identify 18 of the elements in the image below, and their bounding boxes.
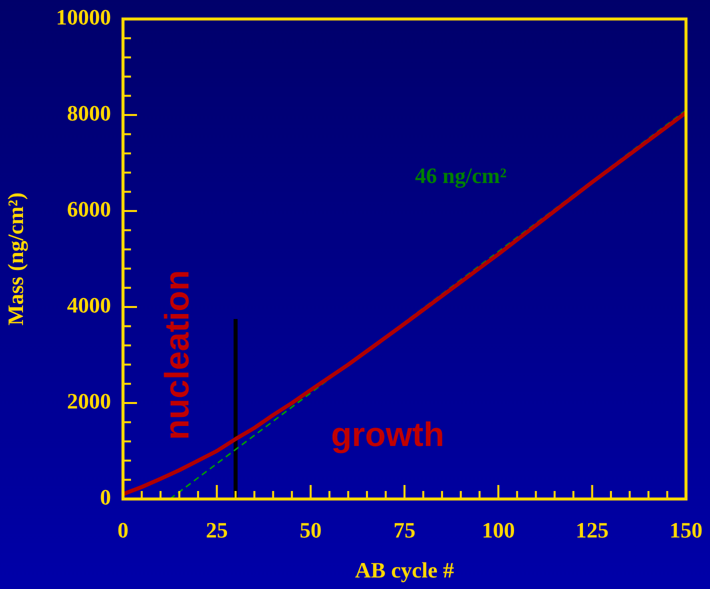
y-tick-label: 6000 [67,196,111,222]
annotation: 46 ng/cm² [415,163,507,188]
y-tick-label: 0 [100,484,111,510]
annotation: growth [330,416,444,454]
x-tick-label: 100 [482,518,515,543]
x-tick-label: 150 [670,518,702,543]
x-axis-title: AB cycle # [355,557,454,582]
y-tick-label: 4000 [67,292,111,318]
x-tick-label: 125 [576,518,609,543]
annotation: nucleation [158,270,197,440]
y-tick-label: 10000 [56,4,111,30]
y-tick-label: 2000 [67,388,111,414]
y-tick-label: 8000 [67,100,111,126]
x-tick-label: 0 [118,518,128,543]
x-tick-label: 25 [206,518,228,543]
x-tick-label: 50 [300,518,322,543]
x-tick-label: 75 [394,518,416,543]
y-axis-title: Mass (ng/cm²) [2,192,28,326]
